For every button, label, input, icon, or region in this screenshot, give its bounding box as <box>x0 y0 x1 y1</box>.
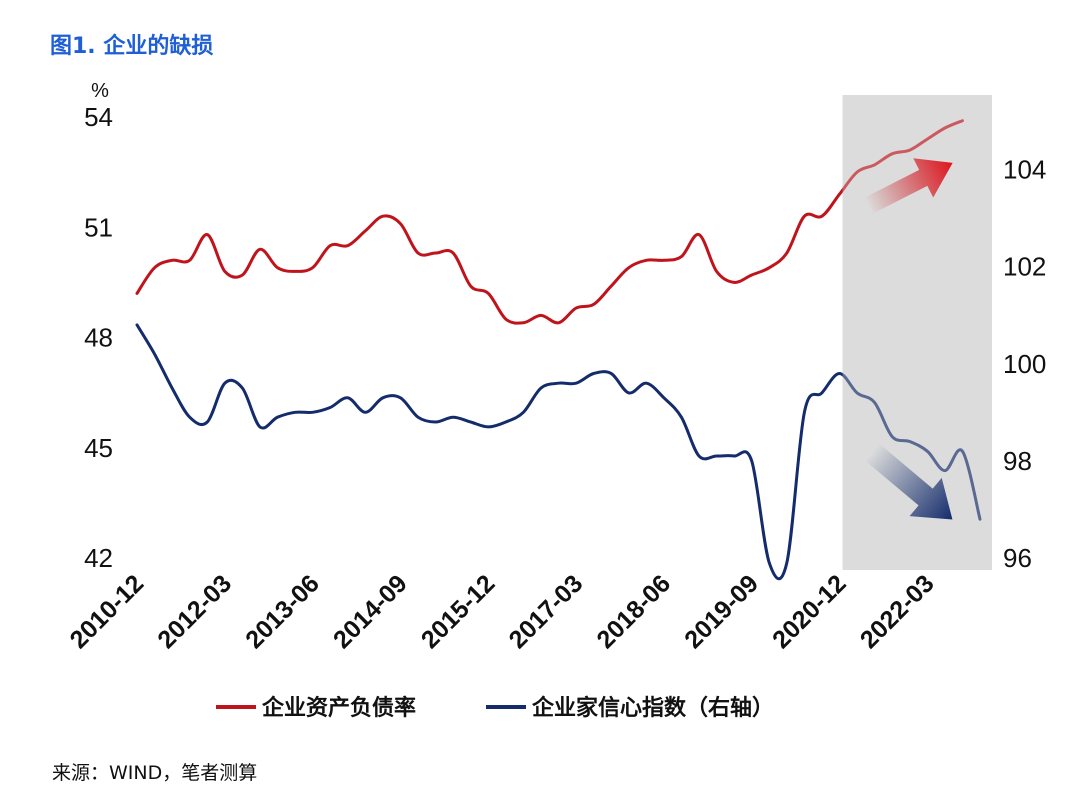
up-trend-arrow-icon <box>863 158 953 215</box>
x-tick-label: 2015-12 <box>416 569 501 654</box>
left-axis-unit: % <box>91 80 109 102</box>
left-tick-label: 51 <box>84 212 113 242</box>
left-tick-label: 45 <box>84 433 113 463</box>
x-axis: 2010-12 2012-03 2013-06 2014-09 2015-12 2017-… <box>65 569 940 654</box>
down-trend-arrow-icon <box>864 443 953 520</box>
left-tick-label: 54 <box>84 102 113 132</box>
x-tick-label: 2014-09 <box>328 569 413 654</box>
x-tick-label: 2020-12 <box>767 569 852 654</box>
x-tick-label: 2019-09 <box>679 569 764 654</box>
x-tick-label: 2017-03 <box>504 569 589 654</box>
x-tick-label: 2012-03 <box>152 569 237 654</box>
series-line-confidence-index <box>135 323 982 581</box>
right-tick-label: 98 <box>1003 446 1032 476</box>
left-y-axis: 42 45 48 51 54 <box>84 102 113 573</box>
legend-label-confidence-index: 企业家信心指数（右轴） <box>531 695 774 721</box>
source-note: 来源：WIND，笔者测算 <box>52 762 258 784</box>
x-tick-label: 2022-03 <box>855 569 940 654</box>
series-line-debt-ratio <box>135 119 964 325</box>
x-tick-label: 2010-12 <box>65 569 150 654</box>
legend: 企业资产负债率 企业家信心指数（右轴） <box>216 695 774 721</box>
figure-title: 图1. 企业的缺损 <box>50 34 214 59</box>
legend-label-debt-ratio: 企业资产负债率 <box>261 695 416 721</box>
right-tick-label: 104 <box>1003 155 1046 185</box>
x-tick-label: 2018-06 <box>591 569 676 654</box>
right-tick-label: 102 <box>1003 252 1046 282</box>
left-tick-label: 48 <box>84 323 113 353</box>
right-tick-label: 96 <box>1003 543 1032 573</box>
right-tick-label: 100 <box>1003 349 1046 379</box>
x-tick-label: 2013-06 <box>240 569 325 654</box>
left-tick-label: 42 <box>84 543 113 573</box>
right-y-axis: 96 98 100 102 104 <box>1003 155 1046 573</box>
